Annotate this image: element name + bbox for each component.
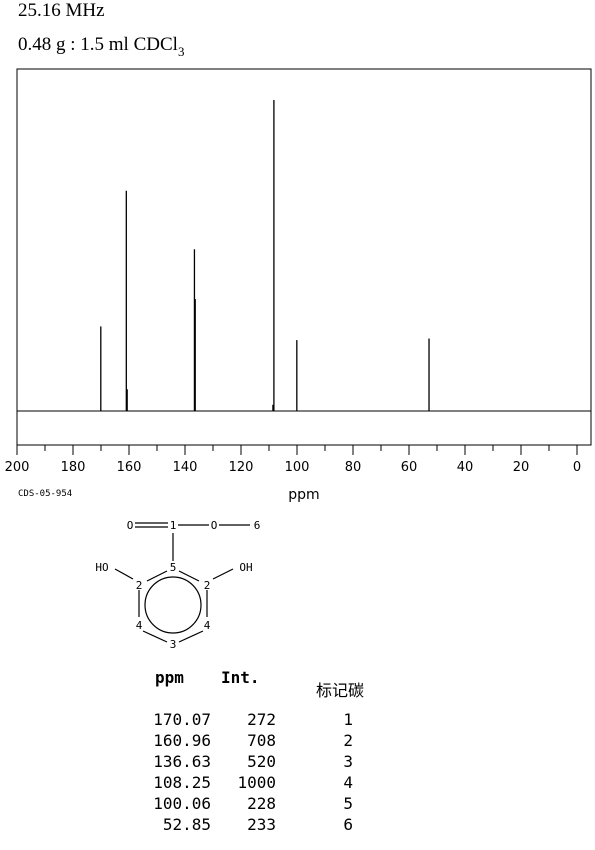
table-cell-int: 228	[247, 794, 276, 813]
spectrum-code: CDS-05-954	[18, 489, 73, 499]
atom-label-c2-left: 2	[136, 579, 143, 592]
table-cell-carbon: 2	[343, 731, 353, 750]
molecule-structure: O 1 O 6 HO OH 5 2 2 4 4 3	[95, 519, 261, 651]
sample-subscript: 3	[177, 44, 185, 59]
atom-label-ho: HO	[95, 561, 108, 574]
x-tick-label: 0	[573, 460, 581, 475]
table-header-carbon: 标记碳	[316, 681, 365, 700]
x-tick-label: 120	[229, 460, 254, 475]
table-cell-ppm: 100.06	[153, 794, 211, 813]
x-axis-label: ppm	[288, 487, 319, 503]
table-cell-carbon: 4	[343, 773, 353, 792]
peak-group	[100, 100, 430, 411]
table-cell-carbon: 6	[343, 815, 353, 834]
x-tick-label: 140	[173, 460, 198, 475]
x-tick-label: 20	[513, 460, 530, 475]
table-cell-carbon: 3	[343, 752, 353, 771]
sample-description: 0.48 g : 1.5 ml CDCl3	[18, 34, 184, 60]
table-cell-int: 708	[247, 731, 276, 750]
atom-label-o-carbonyl: O	[127, 519, 134, 532]
x-tick-label: 200	[5, 460, 30, 475]
table-cell-ppm: 160.96	[153, 731, 211, 750]
table-cell-carbon: 1	[343, 710, 353, 729]
x-tick-label: 80	[345, 460, 362, 475]
table-header-ppm: ppm	[155, 668, 184, 687]
table-cell-int: 233	[247, 815, 276, 834]
x-tick-label: 100	[285, 460, 310, 475]
x-tick-label: 180	[61, 460, 86, 475]
x-tick-label: 40	[457, 460, 474, 475]
table-cell-ppm: 136.63	[153, 752, 211, 771]
table-cell-carbon: 5	[343, 794, 353, 813]
atom-label-c2-right: 2	[204, 579, 211, 592]
table-cell-int: 1000	[237, 773, 276, 792]
atom-label-oh: OH	[239, 561, 252, 574]
atom-label-c4-right: 4	[204, 619, 211, 632]
table-cell-ppm: 52.85	[162, 815, 211, 834]
table-header-int: Int.	[221, 668, 260, 687]
atom-label-c1: 1	[170, 519, 177, 532]
plot-frame	[16, 68, 592, 446]
table-cell-ppm: 170.07	[153, 710, 211, 729]
x-tick-label: 60	[401, 460, 418, 475]
atom-label-c6: 6	[254, 519, 261, 532]
table-cell-ppm: 108.25	[153, 773, 211, 792]
nmr-spectrum-chart: 200 180 160 140 120 100 80 60 40 20 0 ppm	[5, 68, 592, 503]
x-tick-label: 160	[117, 460, 142, 475]
atom-label-c3: 3	[170, 638, 177, 651]
spectrometer-frequency: 25.16 MHz	[18, 0, 105, 21]
sample-text: 0.48 g : 1.5 ml CDCl	[18, 34, 178, 55]
atom-label-c5: 5	[170, 561, 177, 574]
x-axis-ticks: 200 180 160 140 120 100 80 60 40 20 0	[5, 445, 581, 475]
atom-label-c4-left: 4	[136, 619, 143, 632]
atom-label-o-ester: O	[211, 519, 218, 532]
table-cell-int: 272	[247, 710, 276, 729]
table-cell-int: 520	[247, 752, 276, 771]
